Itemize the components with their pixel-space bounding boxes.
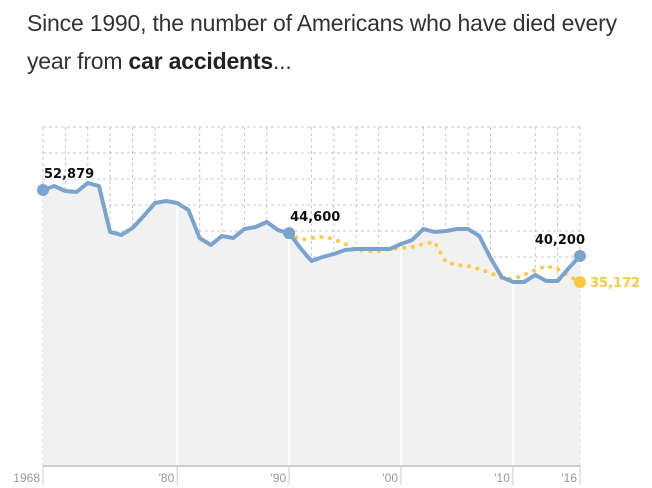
guess-value-label: 35,172 <box>590 276 640 291</box>
guess-point-marker <box>574 276 586 289</box>
actual-value-label: 44,600 <box>290 210 340 225</box>
series <box>41 181 582 285</box>
series-line-actual <box>41 181 582 285</box>
x-tick-label: '10 <box>494 471 510 485</box>
x-tick-label: '00 <box>382 471 398 485</box>
decade-lines <box>176 127 514 465</box>
x-tick-label: 1968 <box>13 471 40 485</box>
x-tick-label: '90 <box>270 471 286 485</box>
headline-suffix: ... <box>272 48 292 74</box>
series-line-guess <box>287 231 582 285</box>
data-labels: 52,879 44,600 40,200 35,172 <box>37 166 640 291</box>
headline-emphasis: car accidents <box>128 48 274 74</box>
actual-value-label: 52,879 <box>44 167 94 182</box>
actual-point-marker <box>283 227 296 240</box>
x-axis: 1968 '80 '90 '00 '10 '16 <box>13 465 581 485</box>
actual-value-label: 40,200 <box>535 233 585 248</box>
headline-prefix: Since 1990, the number of Americans who … <box>27 10 617 74</box>
headline: Since 1990, the number of Americans who … <box>27 4 647 80</box>
x-tick-label: '80 <box>159 471 175 485</box>
x-tick-label: '16 <box>561 471 577 485</box>
actual-point-marker <box>574 249 586 262</box>
actual-point-marker <box>37 184 49 197</box>
